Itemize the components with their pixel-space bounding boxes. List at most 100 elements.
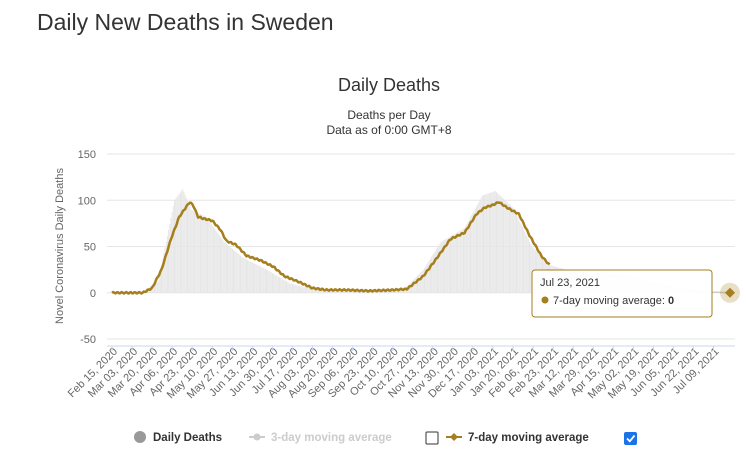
- daily-deaths-bar: [484, 194, 486, 293]
- daily-deaths-bar: [424, 267, 426, 293]
- daily-deaths-bar: [278, 277, 280, 293]
- daily-deaths-bar: [249, 261, 251, 293]
- daily-deaths-bar: [460, 230, 462, 293]
- daily-deaths-bar: [271, 273, 273, 293]
- daily-deaths-bar: [452, 234, 454, 293]
- daily-deaths-bar: [190, 209, 192, 293]
- y-tick-label: -50: [80, 334, 96, 346]
- daily-deaths-bar: [235, 251, 237, 293]
- tooltip-date: Jul 23, 2021: [540, 277, 600, 289]
- daily-deaths-bar: [512, 207, 514, 293]
- daily-deaths-bar: [343, 290, 345, 293]
- daily-deaths-bar: [186, 200, 188, 293]
- daily-deaths-bar: [275, 275, 277, 293]
- y-tick-label: 150: [78, 149, 96, 161]
- legend-checkbox-7day[interactable]: [624, 432, 637, 445]
- daily-deaths-bar: [391, 290, 393, 293]
- hover-point[interactable]: [720, 282, 740, 303]
- daily-deaths-bar: [194, 211, 196, 293]
- daily-deaths-bar: [178, 193, 180, 293]
- daily-deaths-bar: [195, 211, 197, 293]
- daily-deaths-bar: [211, 225, 213, 293]
- daily-deaths-bar: [204, 216, 206, 293]
- legend-symbol-3day-marker: [253, 433, 261, 441]
- daily-deaths-bar: [182, 189, 184, 293]
- daily-deaths-bar: [152, 284, 154, 293]
- legend-item-3day[interactable]: 3-day moving average: [249, 432, 392, 444]
- daily-deaths-bar: [523, 229, 525, 293]
- daily-deaths-bar: [293, 284, 295, 293]
- y-tick-label: 50: [84, 242, 96, 254]
- daily-deaths-bar: [531, 246, 533, 293]
- legend-item-daily-deaths[interactable]: Daily Deaths: [134, 431, 222, 444]
- daily-deaths-bar: [269, 271, 271, 293]
- daily-deaths-bar: [356, 290, 358, 293]
- daily-deaths-bar: [454, 233, 456, 293]
- daily-deaths-bar: [166, 235, 168, 293]
- daily-deaths-bar: [374, 290, 376, 293]
- daily-deaths-bar: [218, 235, 220, 293]
- daily-deaths-bar: [421, 270, 423, 293]
- daily-deaths-bar: [320, 289, 322, 293]
- daily-deaths-bar: [388, 290, 390, 293]
- daily-deaths-bar: [197, 212, 199, 293]
- daily-deaths-bar: [451, 235, 453, 293]
- daily-deaths-bar: [179, 192, 181, 293]
- daily-deaths-bar: [458, 231, 460, 293]
- daily-deaths-bar: [291, 284, 293, 293]
- daily-deaths-bar: [310, 288, 312, 293]
- daily-deaths-bar: [163, 253, 165, 293]
- daily-deaths-bar: [348, 290, 350, 293]
- tooltip-box: [531, 269, 713, 318]
- daily-deaths-bar: [365, 290, 367, 293]
- hover-marker: [725, 287, 735, 298]
- daily-deaths-bar: [297, 285, 299, 293]
- daily-deaths-bar: [481, 195, 483, 293]
- daily-deaths-bar: [283, 280, 285, 293]
- daily-deaths-bar: [228, 245, 230, 293]
- daily-deaths-bar: [507, 203, 509, 293]
- daily-deaths-bar: [256, 264, 258, 293]
- legend-symbol-7day-marker: [450, 433, 458, 441]
- daily-deaths-bar: [326, 289, 328, 293]
- daily-deaths-bar: [203, 215, 205, 293]
- legend-item-7day[interactable]: 7-day moving average: [446, 432, 589, 444]
- daily-deaths-bar: [530, 244, 532, 293]
- daily-deaths-bar: [529, 241, 531, 293]
- daily-deaths-bar: [250, 261, 252, 293]
- daily-deaths-bar: [462, 228, 464, 293]
- daily-deaths-bar: [306, 287, 308, 293]
- daily-deaths-bar: [183, 192, 185, 293]
- daily-deaths-bar: [322, 289, 324, 293]
- daily-deaths-bar: [205, 216, 207, 293]
- daily-deaths-bar: [168, 229, 170, 293]
- legend-label-7day: 7-day moving average: [468, 432, 589, 444]
- daily-deaths-bar: [455, 232, 457, 293]
- daily-deaths-bar: [255, 264, 257, 293]
- daily-deaths-bar: [268, 271, 270, 293]
- daily-deaths-bar: [224, 242, 226, 293]
- daily-deaths-bar: [276, 275, 278, 293]
- daily-deaths-bar: [342, 290, 344, 293]
- daily-deaths-bar: [493, 191, 495, 293]
- daily-deaths-bar: [287, 282, 289, 293]
- daily-deaths-bar: [316, 289, 318, 293]
- daily-deaths-bar: [214, 228, 216, 293]
- tooltip-value: 0: [668, 295, 674, 307]
- daily-deaths-bar: [240, 255, 242, 293]
- daily-deaths-bar: [189, 206, 191, 293]
- daily-deaths-bar: [511, 206, 513, 293]
- daily-deaths-bar: [174, 200, 176, 293]
- daily-deaths-bar: [229, 246, 231, 293]
- chart-title: Daily Deaths: [338, 75, 440, 95]
- daily-deaths-bar: [221, 238, 223, 293]
- daily-deaths-bar: [317, 289, 319, 293]
- daily-deaths-bar: [422, 269, 424, 293]
- daily-deaths-bar: [185, 197, 187, 293]
- daily-deaths-bar: [156, 282, 158, 293]
- daily-deaths-bar: [517, 217, 519, 293]
- legend-checkbox-3day[interactable]: [425, 431, 439, 445]
- daily-deaths-bar: [428, 260, 430, 293]
- daily-deaths-bar: [459, 230, 461, 293]
